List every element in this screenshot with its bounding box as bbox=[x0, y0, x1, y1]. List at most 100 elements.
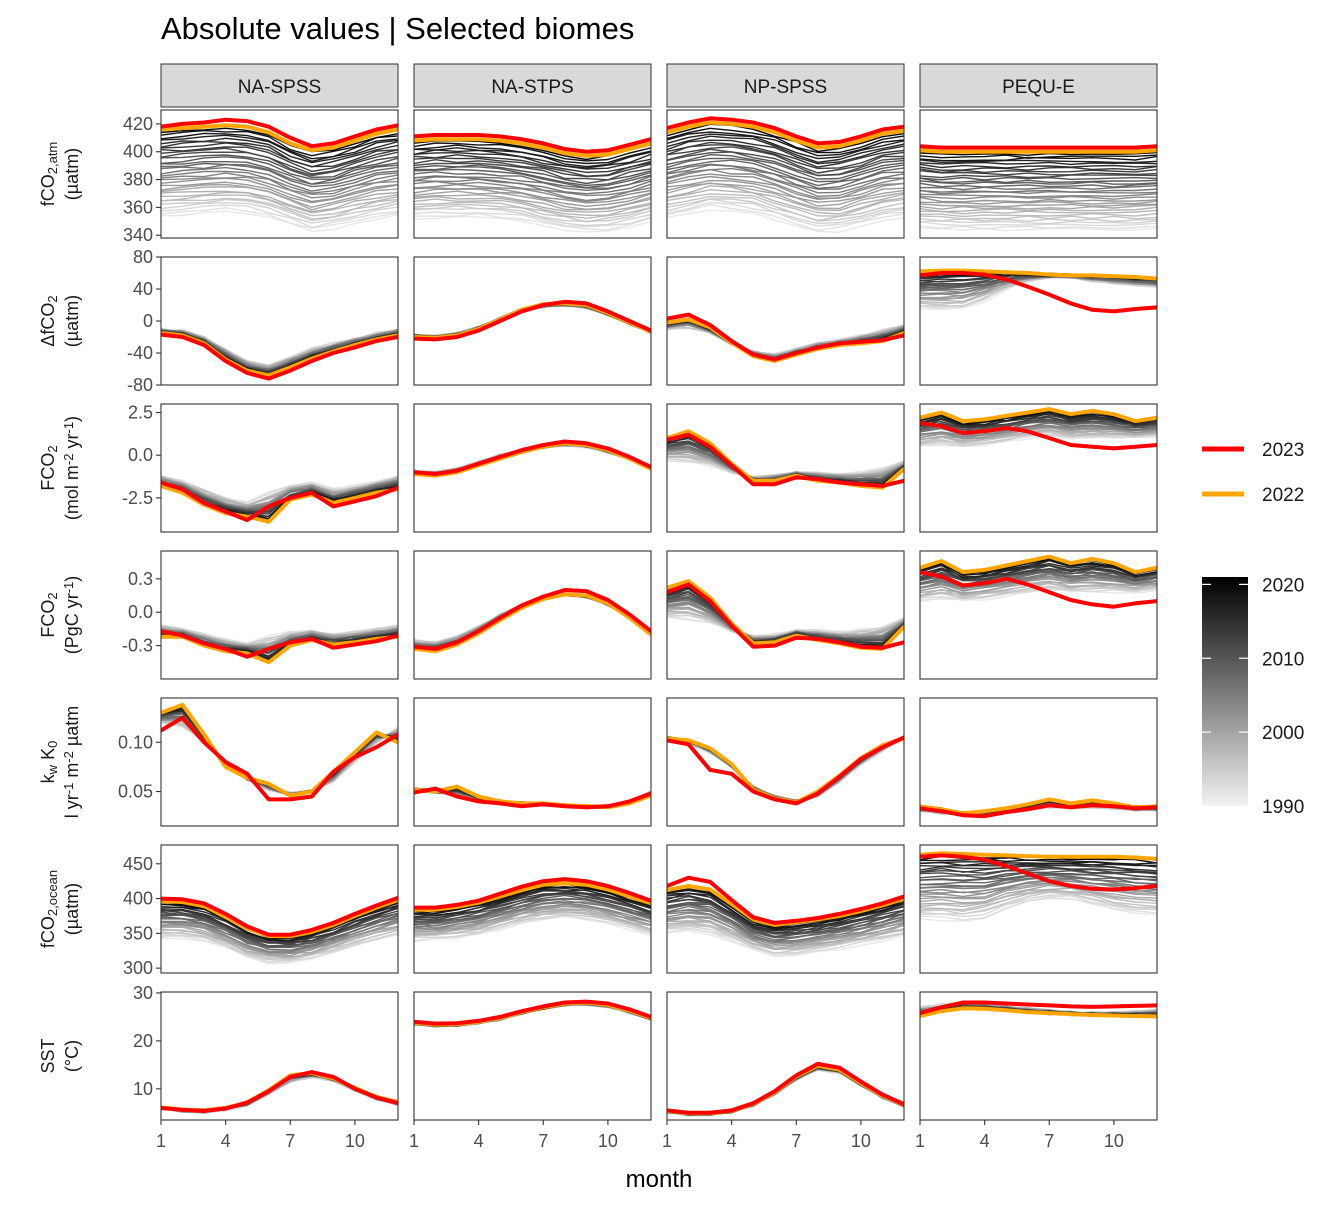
series-line-2011 bbox=[161, 911, 398, 947]
series-line-1998 bbox=[920, 429, 1157, 442]
x-tick-label: 1 bbox=[662, 1131, 672, 1151]
y-axis-label-part: w bbox=[45, 764, 60, 775]
series-line-2005 bbox=[414, 178, 651, 197]
series-line-2000 bbox=[414, 190, 651, 211]
panel-plot bbox=[920, 845, 1157, 973]
panel-plot bbox=[667, 845, 904, 973]
series-line-2016 bbox=[667, 892, 904, 931]
series-line-1998 bbox=[161, 926, 398, 959]
series-line-2008 bbox=[161, 162, 398, 185]
y-axis-label-part: k bbox=[38, 773, 58, 783]
panel-background bbox=[161, 992, 398, 1120]
series-line-2023 bbox=[161, 629, 398, 659]
series-line-2020 bbox=[161, 129, 398, 157]
series-line-1998 bbox=[667, 185, 904, 212]
series-line-1995 bbox=[414, 203, 651, 223]
colorbar-tick-label: 2020 bbox=[1262, 575, 1304, 596]
series-line-2013 bbox=[667, 146, 904, 174]
series-line-1999 bbox=[414, 194, 651, 211]
y-axis-label-part: m bbox=[62, 763, 82, 783]
panel-border bbox=[666, 991, 905, 1121]
panel-border bbox=[919, 403, 1158, 533]
panel-plot bbox=[667, 110, 904, 238]
x-tick-label: 1 bbox=[156, 1131, 166, 1151]
y-axis-label-part: 0 bbox=[45, 741, 60, 748]
y-axis-label-part: (µatm) bbox=[62, 883, 82, 935]
series-line-1991 bbox=[667, 203, 904, 232]
series-line-2023 bbox=[667, 432, 904, 488]
series-line-2023 bbox=[414, 588, 651, 651]
y-axis-label-part: FCO bbox=[38, 600, 58, 638]
series-line-2019 bbox=[667, 889, 904, 931]
series-line-2023 bbox=[920, 853, 1157, 892]
y-tick-label: 340 bbox=[123, 225, 153, 245]
series-line-1990 bbox=[920, 227, 1157, 232]
x-tick-label: 4 bbox=[474, 1131, 484, 1151]
colorbar-tick-label: 1990 bbox=[1262, 797, 1304, 818]
series-line-2022 bbox=[414, 592, 651, 654]
y-axis-label: kw K0l yr-1 m-2 µatm bbox=[38, 706, 82, 819]
series-line-1999 bbox=[920, 204, 1157, 210]
series-line-2002 bbox=[414, 187, 651, 204]
series-line-2003 bbox=[414, 183, 651, 203]
panel-border bbox=[160, 991, 399, 1121]
series-line-2013 bbox=[920, 170, 1157, 176]
y-tick-label: 350 bbox=[123, 923, 153, 943]
y-axis-label: fCO2,atm (µatm) bbox=[38, 142, 82, 207]
y-axis-label: fCO2,ocean (µatm) bbox=[38, 870, 82, 948]
y-axis-label-part: ΔfCO bbox=[38, 303, 58, 347]
series-line-1995 bbox=[161, 197, 398, 220]
series-line-2022 bbox=[920, 407, 1157, 424]
series-line-2003 bbox=[920, 195, 1157, 200]
series-line-2023 bbox=[920, 271, 1157, 314]
facet-strip bbox=[666, 63, 905, 108]
y-axis-label-part: l yr bbox=[62, 794, 82, 818]
panel-plot bbox=[667, 992, 904, 1120]
series-line-1994 bbox=[414, 205, 651, 223]
y-axis-label-part: fCO bbox=[38, 916, 58, 948]
series-line-2002 bbox=[667, 175, 904, 201]
series-line-2016 bbox=[667, 139, 904, 165]
x-tick-label: 10 bbox=[1104, 1131, 1124, 1151]
series-line-2004 bbox=[920, 879, 1157, 894]
facet-label: PEQU-E bbox=[1002, 77, 1075, 98]
facet-strip bbox=[919, 63, 1158, 108]
series-line-2003 bbox=[161, 176, 398, 199]
x-tick-label: 7 bbox=[538, 1131, 548, 1151]
series-line-1996 bbox=[161, 194, 398, 217]
y-axis-label-part: yr bbox=[62, 433, 82, 453]
y-axis-label-line: FCO2 bbox=[38, 445, 60, 490]
series-line-2023 bbox=[161, 1070, 398, 1113]
y-axis-label-line: (°C) bbox=[62, 1040, 82, 1072]
x-tick-label: 4 bbox=[980, 1131, 990, 1151]
series-line-2023 bbox=[161, 117, 398, 149]
series-line-2023 bbox=[920, 570, 1157, 609]
series-line-2008 bbox=[667, 159, 904, 187]
panel-background bbox=[414, 257, 651, 385]
panel-border bbox=[666, 844, 905, 974]
series-line-2003 bbox=[667, 173, 904, 199]
y-axis-label-part: ) bbox=[62, 416, 82, 422]
panel-border bbox=[919, 697, 1158, 827]
y-tick-label: 0.10 bbox=[118, 732, 153, 752]
y-axis-label-part: (mol m bbox=[62, 465, 82, 520]
y-axis-label-part: µatm bbox=[62, 706, 82, 751]
panel-plot bbox=[920, 110, 1157, 238]
series-line-2005 bbox=[161, 170, 398, 194]
panel-plot bbox=[161, 845, 398, 973]
series-line-2013 bbox=[414, 891, 651, 919]
y-tick-label: 450 bbox=[123, 854, 153, 874]
series-line-2008 bbox=[414, 171, 651, 190]
y-axis-label-part: -1 bbox=[61, 582, 76, 594]
series-line-2021 bbox=[161, 127, 398, 153]
panel-plot bbox=[414, 257, 651, 385]
series-line-1992 bbox=[920, 221, 1157, 227]
series-line-2011 bbox=[667, 151, 904, 177]
y-tick-label: -0.3 bbox=[122, 636, 153, 656]
series-line-2021 bbox=[920, 151, 1157, 157]
panel-border bbox=[160, 256, 399, 386]
series-line-1997 bbox=[920, 889, 1157, 908]
y-tick-label: 380 bbox=[123, 170, 153, 190]
panel-border bbox=[919, 256, 1158, 386]
